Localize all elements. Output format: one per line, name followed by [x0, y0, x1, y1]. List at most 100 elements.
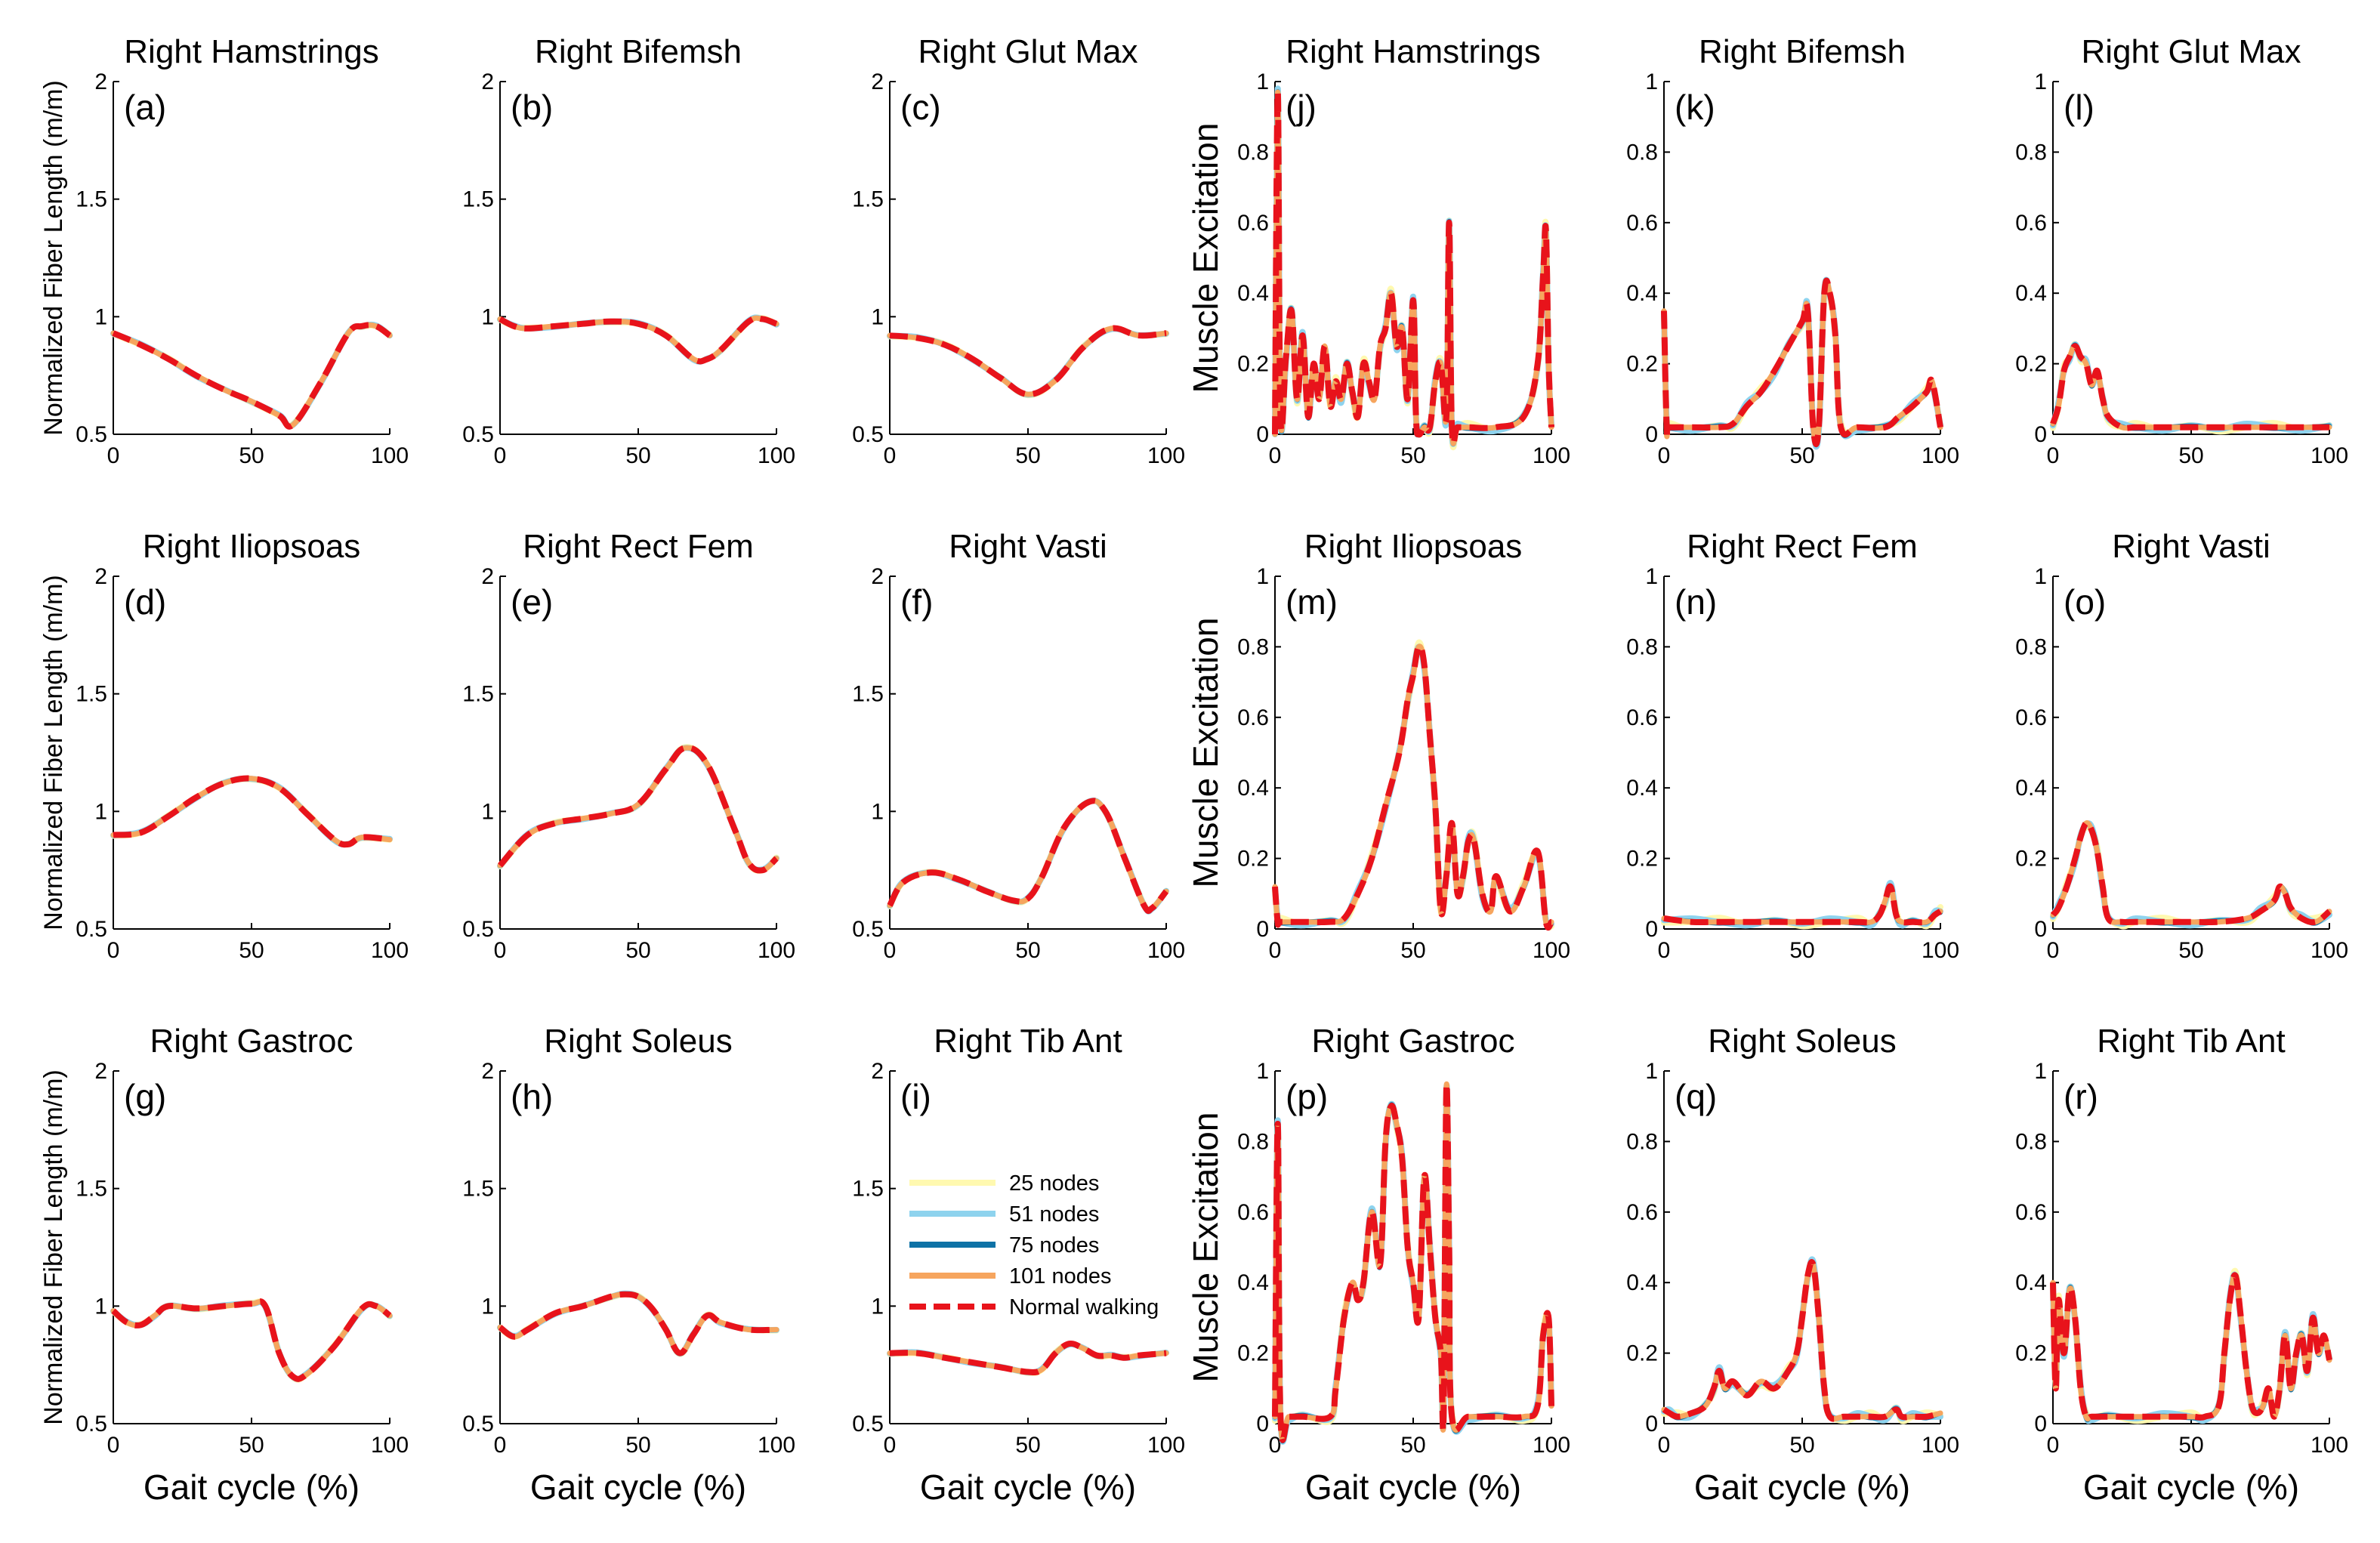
series-line-101-nodes [110, 775, 393, 847]
x-tick-label: 100 [1533, 938, 1570, 963]
x-tick-label: 50 [239, 443, 264, 468]
x-tick-label: 50 [1015, 443, 1040, 468]
x-tick-label: 0 [494, 1433, 507, 1458]
y-tick-label: 0.8 [2015, 1129, 2047, 1154]
series-line-75-nodes [498, 745, 779, 873]
series-line-normal-walking [889, 1340, 1167, 1375]
y-tick-label: 0.4 [2015, 1270, 2047, 1295]
panel-label: (q) [1675, 1077, 1717, 1116]
x-tick-label: 50 [239, 938, 264, 963]
y-tick-label: 0.4 [1237, 1270, 1269, 1295]
y-tick-label: 0.6 [1237, 211, 1269, 236]
x-tick-label: 0 [884, 1433, 897, 1458]
panel-e: 0.5 1 1.5 2 0 50 100 Right Rect Fem (e) [462, 528, 795, 963]
y-tick-label: 0 [1645, 422, 1658, 447]
y-axis-label: Normalized Fiber Length (m/m) [39, 1069, 68, 1424]
panel-title: Right Bifemsh [535, 33, 742, 70]
y-tick-label: 2 [871, 564, 884, 589]
panel-title: Right Vasti [949, 528, 1107, 565]
y-axis-label: Normalized Fiber Length (m/m) [39, 575, 68, 930]
panel-title: Right Hamstrings [1286, 33, 1540, 70]
y-tick-label: 0.5 [852, 422, 884, 447]
series-line-normal-walking [497, 745, 779, 874]
series-line-51-nodes [1661, 276, 1943, 450]
series-line-normal-walking [498, 1291, 777, 1356]
x-axis-label: Gait cycle (%) [920, 1467, 1136, 1507]
y-tick-label: 0.6 [1626, 211, 1658, 236]
y-tick-label: 0.8 [2015, 140, 2047, 165]
panel-c: 0.5 1 1.5 2 0 50 100 Right Glut Max (c) [852, 33, 1185, 468]
panel-r: 0 0.2 0.4 0.6 0.8 1 0 50 100 Right Tib Ant (r) Gait… [2015, 1023, 2348, 1507]
y-tick-label: 1 [94, 1294, 107, 1319]
panel-o: 0 0.2 0.4 0.6 0.8 1 0 50 100 Right Vasti(o) [2015, 528, 2348, 963]
series-line-normal-walking [113, 775, 390, 848]
series-line-normal-walking [1272, 88, 1554, 447]
y-tick-label: 0 [1256, 422, 1269, 447]
x-tick-label: 50 [1789, 443, 1814, 468]
y-tick-label: 2 [94, 564, 107, 589]
panel-title: Right Gastroc [150, 1023, 353, 1060]
y-tick-label: 0 [2034, 422, 2047, 447]
series-line-normal-walking [2050, 343, 2329, 431]
series-line-25-nodes [110, 322, 393, 429]
y-tick-label: 1.5 [462, 187, 494, 212]
x-axis-label: Gait cycle (%) [1694, 1467, 1910, 1507]
series-line-51-nodes [2050, 341, 2332, 434]
panel-title: Right Tib Ant [2097, 1023, 2285, 1060]
panel-label: (d) [124, 582, 166, 622]
panel-label: (j) [1286, 88, 1317, 127]
y-tick-label: 0.8 [2015, 634, 2047, 659]
y-tick-label: 0 [1256, 1412, 1269, 1437]
legend-label-51-nodes: 51 nodes [1009, 1202, 1099, 1227]
x-tick-label: 50 [625, 1433, 650, 1458]
x-tick-label: 0 [884, 443, 897, 468]
y-tick-label: 1 [1256, 69, 1269, 94]
y-tick-label: 1 [94, 304, 107, 329]
legend-label-25-nodes: 25 nodes [1009, 1171, 1099, 1196]
series-line-25-nodes [110, 776, 393, 847]
panel-p: 0 0.2 0.4 0.6 0.8 1 0 50 100 Right Gastroc (p) Gait… [1186, 1023, 1570, 1507]
panel-title: Right Soleus [1708, 1023, 1896, 1060]
series-line-normal-walking [2050, 819, 2332, 926]
y-tick-label: 0.6 [2015, 1200, 2047, 1225]
panel-label: (a) [124, 88, 166, 127]
y-tick-label: 1.5 [76, 682, 107, 707]
y-tick-label: 0.6 [1626, 1200, 1658, 1225]
series-line-normal-walking [1662, 1259, 1942, 1422]
panel-k: 0 0.2 0.4 0.6 0.8 1 0 50 100 Right Bifemsh (k) [1626, 33, 1959, 468]
panel-label: (n) [1675, 582, 1717, 622]
x-tick-label: 50 [2178, 938, 2203, 963]
x-tick-label: 50 [239, 1433, 264, 1458]
y-tick-label: 0.5 [462, 917, 494, 942]
y-tick-label: 1 [1645, 564, 1658, 589]
series-line-25-nodes [497, 744, 779, 874]
y-tick-label: 1.5 [462, 682, 494, 707]
series-line-normal-walking [889, 325, 1167, 398]
y-tick-label: 1.5 [852, 187, 884, 212]
y-tick-label: 0.4 [1626, 1270, 1658, 1295]
y-tick-label: 0.2 [1626, 1341, 1658, 1366]
y-tick-label: 1.5 [76, 187, 107, 212]
y-tick-label: 1 [481, 304, 494, 329]
y-tick-label: 0.2 [1237, 847, 1269, 872]
x-tick-label: 0 [107, 938, 120, 963]
y-tick-label: 2 [481, 564, 494, 589]
y-tick-label: 1.5 [852, 682, 884, 707]
y-tick-label: 0.4 [2015, 281, 2047, 306]
panel-label: (m) [1286, 582, 1338, 622]
panel-title: Right Rect Fem [523, 528, 754, 565]
panel-title: Right Soleus [544, 1023, 732, 1060]
y-tick-label: 0.6 [1237, 705, 1269, 730]
y-tick-label: 1 [1645, 1059, 1658, 1084]
x-tick-label: 0 [107, 443, 120, 468]
x-tick-label: 100 [758, 938, 795, 963]
x-tick-label: 0 [107, 1433, 120, 1458]
series-line-25-nodes [2050, 341, 2332, 435]
series-line-101-nodes [110, 1298, 393, 1382]
y-tick-label: 0.8 [1237, 1129, 1269, 1154]
panel-l: 0 0.2 0.4 0.6 0.8 1 0 50 100 Right Glut Max (l) [2015, 33, 2348, 468]
x-tick-label: 50 [625, 443, 650, 468]
panel-label: (l) [2064, 88, 2094, 127]
